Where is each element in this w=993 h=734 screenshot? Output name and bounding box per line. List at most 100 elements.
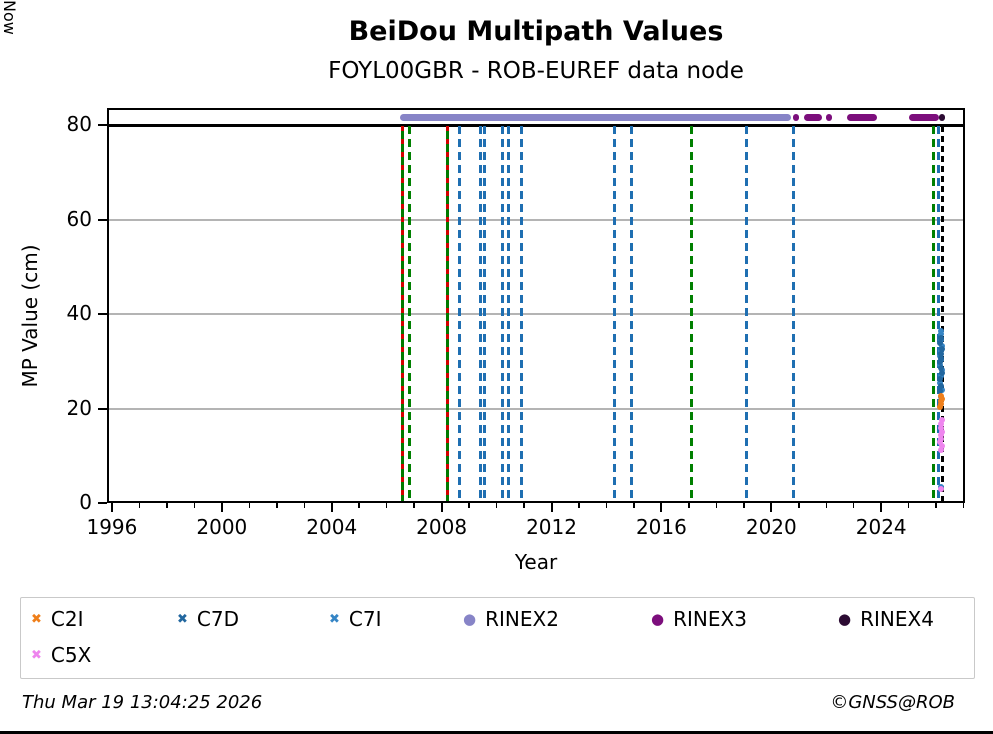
point-c5x	[938, 442, 945, 449]
x-minor-tick	[935, 503, 937, 508]
y-tick-label: 60	[66, 206, 92, 231]
rinex4-marker-icon: ●	[838, 609, 852, 628]
band-rinex3	[826, 114, 833, 122]
point-c7d	[936, 388, 943, 395]
copyright: ©GNSS@ROB	[830, 692, 955, 713]
y-tick	[98, 313, 107, 315]
x-tick	[110, 503, 113, 512]
timestamp: Thu Mar 19 13:04:25 2026	[22, 692, 263, 713]
point-c5x	[938, 428, 945, 435]
chart-title: BeiDou Multipath Values	[348, 16, 724, 47]
y-tick	[98, 407, 107, 410]
y-tick	[98, 218, 107, 221]
legend-label: C7D	[196, 607, 239, 631]
x-minor-tick	[578, 503, 580, 508]
x-tick-label: 2020	[745, 515, 797, 539]
legend-label: RINEX4	[860, 607, 934, 631]
point-c2i	[938, 401, 945, 408]
point-c5x	[937, 446, 944, 453]
x-minor-tick	[743, 503, 745, 508]
x-minor-tick	[962, 503, 965, 508]
limit-line-80	[107, 124, 965, 127]
gridline	[107, 218, 965, 221]
legend-label: C2I	[50, 607, 84, 631]
plot-frame	[107, 108, 965, 503]
gridline	[107, 313, 965, 315]
x-tick-label: 2024	[855, 515, 907, 539]
event-line-blue	[613, 125, 617, 503]
c7i-marker-icon: ✖	[329, 611, 340, 627]
x-minor-tick	[193, 503, 196, 508]
band-rinex3	[804, 114, 823, 122]
x-minor-tick	[715, 503, 718, 508]
x-minor-tick	[138, 503, 141, 508]
y-tick-label: 0	[79, 490, 92, 514]
point-c7d	[937, 376, 944, 383]
x-minor-tick	[276, 503, 278, 508]
legend-item-rinex4: ● RINEX4	[838, 606, 934, 632]
x-tick-label: 2008	[416, 515, 468, 539]
x-minor-tick	[798, 503, 800, 508]
legend-item-c7d: ✖ C7D	[177, 606, 239, 632]
gridline	[107, 407, 965, 410]
x-minor-tick	[605, 503, 608, 508]
x-minor-tick	[825, 503, 827, 508]
rinex3-marker-icon: ●	[651, 609, 665, 628]
band-rinex3	[792, 114, 799, 122]
legend-item-c7i: ✖ C7I	[329, 606, 382, 632]
point-c7d	[938, 334, 945, 341]
point-c5x	[937, 439, 944, 446]
point-c5x	[938, 435, 945, 442]
band-rinex3	[908, 114, 939, 122]
point-c7d	[938, 382, 945, 389]
x-tick	[660, 503, 663, 512]
event-line-blue	[506, 125, 510, 503]
band-rinex2	[400, 114, 792, 122]
x-tick	[880, 503, 883, 512]
event-line-blue	[500, 125, 504, 503]
y-tick-label: 20	[66, 395, 92, 420]
event-line-red-green	[446, 125, 450, 503]
x-minor-tick	[852, 503, 855, 508]
event-line-blue	[483, 125, 487, 503]
legend-label: C7I	[348, 607, 382, 631]
x-minor-tick	[166, 503, 168, 508]
point-c7d	[937, 340, 944, 347]
band-rinex3	[846, 114, 878, 122]
point-c5x	[937, 424, 944, 431]
point-c2i	[937, 392, 944, 399]
c7d-marker-icon: ✖	[177, 611, 188, 627]
legend: ✖ C2I ✖ C7D ✖ C7I ● RINEX2 ● RINEX3 ● RINEX4 ✖ C5X	[20, 597, 975, 679]
x-tick-label: 1996	[86, 515, 138, 539]
event-line-blue	[936, 125, 940, 503]
event-line-blue	[519, 125, 523, 503]
point-c7d	[938, 370, 945, 377]
x-tick-label: 2004	[306, 515, 358, 539]
legend-label: RINEX2	[485, 607, 559, 631]
event-line-red-green	[401, 125, 405, 503]
point-c7i	[938, 342, 945, 349]
x-minor-tick	[248, 503, 251, 508]
c2i-marker-icon: ✖	[31, 611, 42, 627]
event-line-blue	[457, 125, 461, 503]
y-tick	[98, 502, 107, 504]
x-tick	[770, 503, 773, 512]
y-tick-label: 80	[66, 112, 92, 136]
legend-item-c5x: ✖ C5X	[31, 642, 91, 668]
rinex2-marker-icon: ●	[463, 609, 477, 628]
y-tick-label: 40	[66, 301, 92, 325]
event-line-blue	[791, 125, 795, 503]
x-axis-label: Year	[514, 550, 558, 574]
event-line-blue	[629, 125, 633, 503]
event-line-green	[932, 125, 936, 503]
x-tick-label: 2012	[526, 515, 577, 539]
x-minor-tick	[633, 503, 635, 508]
point-c2i	[937, 404, 944, 411]
event-line-blue	[479, 125, 483, 503]
now-label: Now	[0, 0, 19, 35]
event-line-blue	[745, 125, 749, 503]
legend-item-rinex3: ● RINEX3	[651, 606, 747, 632]
